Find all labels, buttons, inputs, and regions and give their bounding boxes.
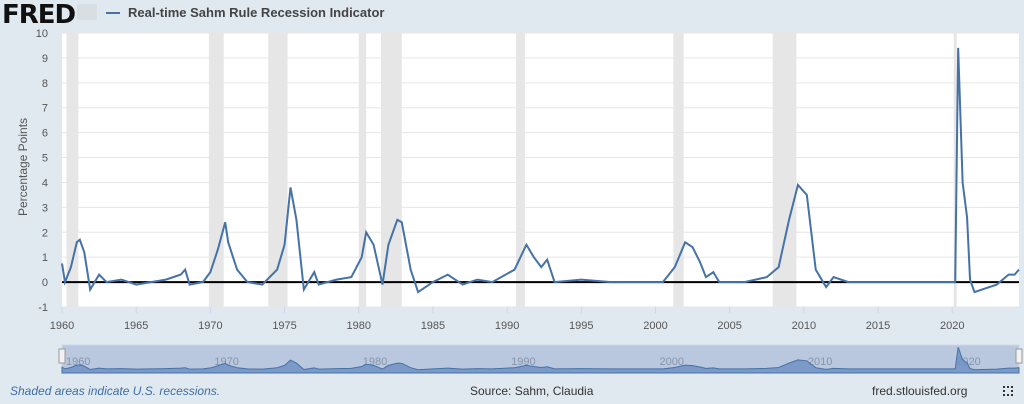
recession-band: [208, 33, 224, 307]
y-tick-label: 0: [42, 277, 48, 289]
series-line: [61, 47, 1020, 294]
x-tick-label: 2015: [866, 320, 890, 332]
navigator-series: [61, 347, 1020, 374]
recession-band: [268, 33, 288, 307]
y-tick-label: 4: [42, 177, 48, 189]
fullscreen-icon[interactable]: [1003, 386, 1013, 396]
y-tick-label: 10: [36, 28, 48, 40]
navigator-tick-label: 2010: [808, 356, 832, 368]
y-tick-label: 2: [42, 227, 48, 239]
x-tick-label: 1985: [421, 320, 445, 332]
y-axis-label: Percentage Points: [16, 117, 30, 217]
y-tick-label: 7: [42, 103, 48, 115]
y-tick-label: 5: [42, 153, 48, 165]
navigator-tick-label: 1990: [511, 356, 535, 368]
y-tick-label: 3: [42, 202, 48, 214]
recession-band: [516, 33, 525, 307]
legend-swatch: [106, 11, 120, 14]
x-tick-label: 2010: [792, 320, 816, 332]
x-tick-label: 1980: [347, 320, 371, 332]
recession-band: [673, 33, 684, 307]
recession-note: Shaded areas indicate U.S. recessions.: [10, 384, 221, 398]
fred-logo[interactable]: FRED: [2, 0, 76, 30]
x-tick-label: 2000: [643, 320, 667, 332]
x-tick-label: 1960: [50, 320, 74, 332]
recession-band: [953, 33, 957, 307]
y-tick-label: 8: [42, 78, 48, 90]
recession-band: [772, 33, 797, 307]
x-tick-label: 1995: [569, 320, 593, 332]
source-text: Source: Sahm, Claudia: [470, 384, 594, 398]
recession-band: [381, 33, 402, 307]
site-link[interactable]: fred.stlouisfed.org: [872, 384, 968, 398]
series-title: Real-time Sahm Rule Recession Indicator: [128, 5, 385, 20]
x-tick-label: 1965: [124, 320, 148, 332]
chart-logo-icon: [77, 4, 97, 20]
y-tick-label: 1: [42, 252, 48, 264]
recession-band: [358, 33, 367, 307]
navigator-tick-label: 2000: [659, 356, 683, 368]
navigator-right-handle[interactable]: [1015, 348, 1023, 364]
y-tick-label: 6: [42, 128, 48, 140]
y-tick-label: -1: [38, 302, 48, 314]
legend-item[interactable]: Real-time Sahm Rule Recession Indicator: [106, 5, 384, 20]
x-tick-label: 1990: [495, 320, 519, 332]
x-tick-label: 1970: [198, 320, 222, 332]
x-tick-label: 2020: [940, 320, 964, 332]
x-tick-label: 1975: [272, 320, 296, 332]
recession-band: [66, 33, 79, 307]
navigator-left-handle[interactable]: [58, 348, 66, 364]
navigator-tick-label: 1960: [66, 356, 90, 368]
x-tick-label: 2005: [717, 320, 741, 332]
y-tick-label: 9: [42, 53, 48, 65]
